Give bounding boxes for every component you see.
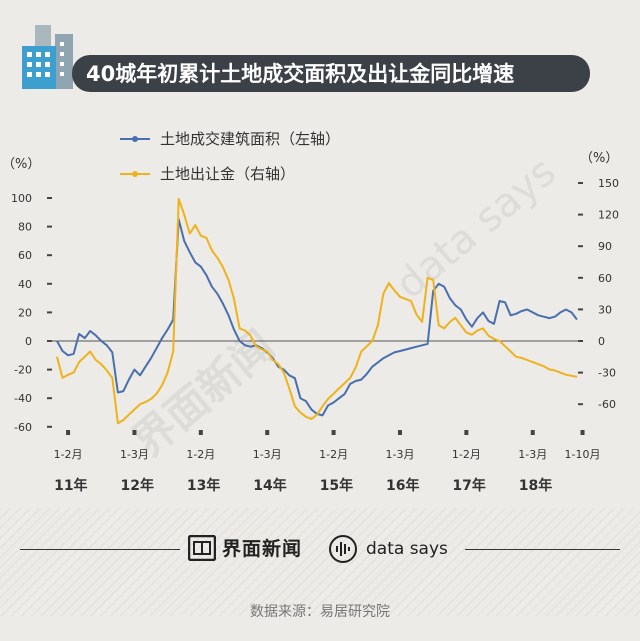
right-tick-label: 90 xyxy=(598,240,612,253)
year-label: 15年 xyxy=(320,477,353,494)
x-tick-label: 1-3月 xyxy=(253,448,282,461)
jiemian-logo-icon xyxy=(188,534,216,561)
left-axis-unit: （%） xyxy=(2,157,40,172)
brand-datasays: data says xyxy=(328,534,448,564)
watermark-datasays: data says xyxy=(387,149,564,308)
x-tick-label: 1-3月 xyxy=(385,448,414,461)
right-axis-unit: （%） xyxy=(580,151,618,166)
footer-line-left xyxy=(20,549,180,550)
x-tick-mark xyxy=(66,430,71,435)
footer-line-right xyxy=(465,549,620,550)
x-tick-label: 1-2月 xyxy=(54,448,83,461)
left-tick-label: 100 xyxy=(11,192,32,205)
right-tick-label: 150 xyxy=(598,177,619,190)
year-label: 16年 xyxy=(386,477,419,494)
legend-marker-revenue xyxy=(132,171,138,177)
left-tick-label: 60 xyxy=(18,249,32,262)
plot-area xyxy=(56,197,578,425)
watermark-jiemian: 界面新闻 xyxy=(123,321,283,467)
page-title: 40城年初累计土地成交面积及出让金同比增速 xyxy=(86,62,514,86)
series-line-revenue xyxy=(56,197,578,425)
x-tick-label: 1-2月 xyxy=(186,448,215,461)
left-tick-label: -20 xyxy=(14,364,32,377)
legend: 土地成交建筑面积（左轴） 土地出让金（右轴） xyxy=(120,130,340,183)
x-tick-mark xyxy=(198,430,203,435)
brand-datasays-label: data says xyxy=(366,539,448,559)
year-label: 12年 xyxy=(120,477,153,494)
right-tick-label: 60 xyxy=(598,272,612,285)
x-tick-mark xyxy=(580,430,585,435)
footer-pattern xyxy=(0,508,640,616)
right-tick-label: 120 xyxy=(598,209,619,222)
year-label: 18年 xyxy=(519,477,552,494)
year-label: 17年 xyxy=(452,477,485,494)
right-tick-label: -30 xyxy=(598,367,616,380)
year-label: 14年 xyxy=(253,477,286,494)
left-axis: 100 80 60 40 20 0 -20 -40 -60 xyxy=(11,192,52,434)
legend-marker-area xyxy=(132,136,138,142)
left-tick-label: -60 xyxy=(14,421,32,434)
year-label: 11年 xyxy=(54,477,87,494)
x-tick-label: 1-2月 xyxy=(452,448,481,461)
x-tick-label: 1-10月 xyxy=(565,448,601,461)
right-tick-label: 30 xyxy=(598,303,612,316)
x-tick-mark xyxy=(331,430,336,435)
x-tick-mark xyxy=(530,430,535,435)
data-source: 数据来源：易居研究院 xyxy=(250,604,390,620)
x-tick-mark xyxy=(397,430,402,435)
left-tick-label: 0 xyxy=(25,335,32,348)
legend-label-revenue: 土地出让金（右轴） xyxy=(160,165,295,183)
left-tick-label: 40 xyxy=(18,278,32,291)
building-icon xyxy=(22,25,73,89)
right-tick-label: 0 xyxy=(598,335,605,348)
left-tick-label: 20 xyxy=(18,306,32,319)
title-bar xyxy=(72,55,590,92)
x-axis: 1-2月 1-3月 1-2月 1-3月 1-2月 1-3月 1-2月 1-3月 1-10月 xyxy=(54,430,601,461)
year-labels: 11年 12年 13年 14年 15年 16年 17年 18年 xyxy=(54,477,552,494)
left-tick-label: -40 xyxy=(14,392,32,405)
brand-jiemian: 界面新闻 xyxy=(188,534,302,561)
year-label: 13年 xyxy=(187,477,220,494)
datasays-logo-icon xyxy=(329,535,357,563)
legend-label-area: 土地成交建筑面积（左轴） xyxy=(160,130,340,148)
left-tick-label: 80 xyxy=(18,221,32,234)
x-tick-label: 1-3月 xyxy=(120,448,149,461)
x-tick-label: 1-2月 xyxy=(319,448,348,461)
right-tick-label: -60 xyxy=(598,398,616,411)
x-tick-mark xyxy=(132,430,137,435)
series-line-area xyxy=(56,218,578,417)
x-tick-mark xyxy=(464,430,469,435)
x-tick-mark xyxy=(265,430,270,435)
x-tick-label: 1-3月 xyxy=(518,448,547,461)
brand-jiemian-label: 界面新闻 xyxy=(222,538,303,560)
right-axis: 150 120 90 60 30 0 -30 -60 xyxy=(578,177,619,411)
